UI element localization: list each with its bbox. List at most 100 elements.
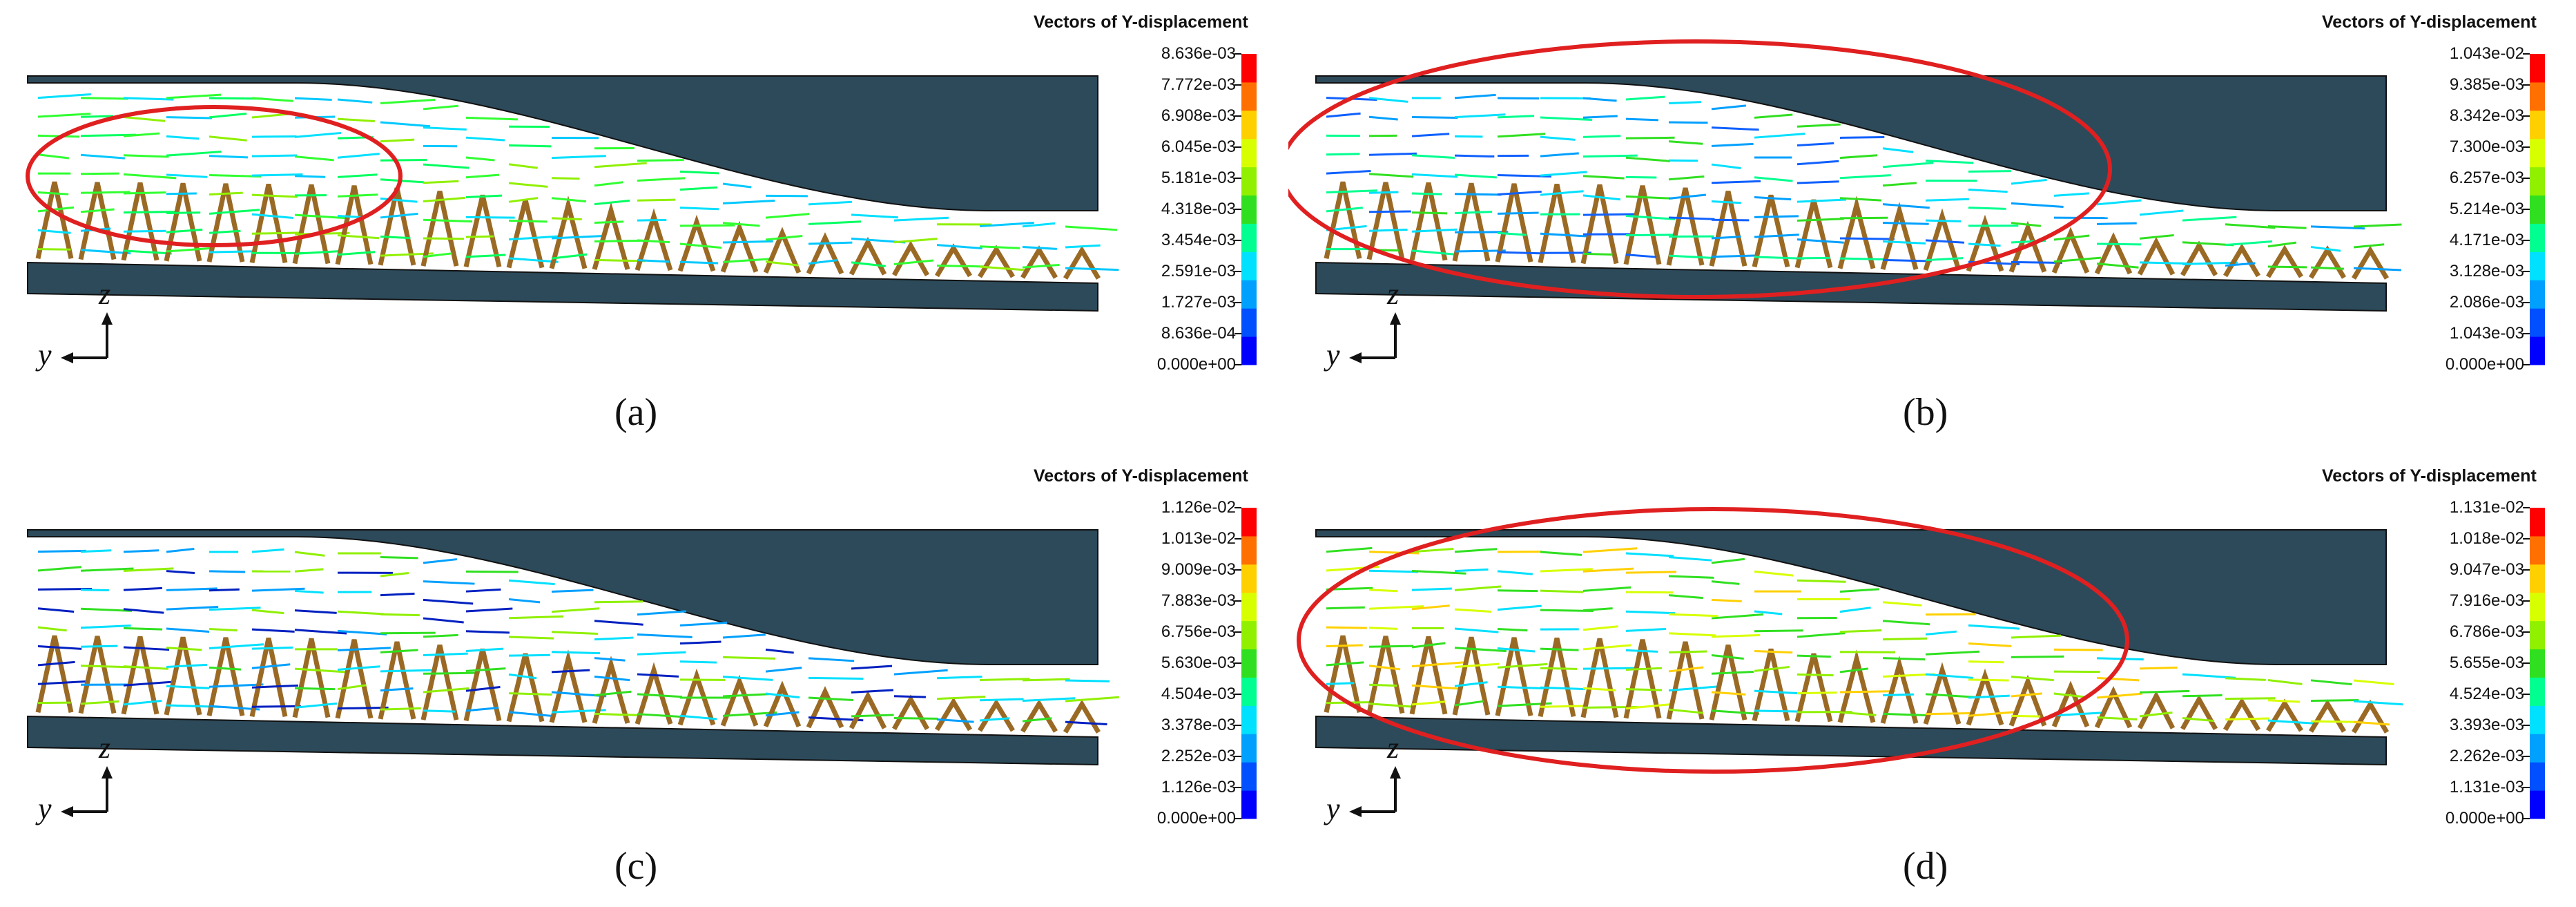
vector-arrow	[251, 213, 293, 219]
colorbar-tick-label: 1.043e-02	[2449, 44, 2524, 63]
vector-arrow	[380, 572, 409, 577]
vector-arrow	[637, 610, 687, 616]
vector-arrow	[722, 222, 760, 227]
vector-arrow	[508, 692, 552, 696]
colorbar-swatch	[1241, 280, 1257, 309]
vector-arrow	[1625, 667, 1663, 671]
vector-arrow	[2353, 679, 2394, 686]
vector-arrow	[1711, 598, 1742, 602]
vector-arrow	[251, 663, 291, 669]
vector-arrow	[465, 116, 518, 121]
colorbar-tick-label: 0.000e+00	[1156, 809, 1236, 828]
core-cell	[249, 638, 288, 718]
vector-arrow	[465, 173, 500, 179]
core-cell	[2222, 697, 2261, 732]
core-cell	[1666, 187, 1705, 266]
vector-arrow	[1497, 647, 1536, 653]
vector-arrow	[551, 607, 600, 613]
vector-arrow	[679, 260, 719, 265]
vector-arrow	[251, 113, 291, 119]
colorbar-swatch	[2530, 54, 2545, 83]
vector-arrow	[1368, 551, 1420, 555]
vector-arrow	[679, 170, 719, 175]
core-cell	[506, 653, 545, 723]
colorbar-tick-label: 6.756e-03	[1161, 622, 1236, 641]
vector-arrow	[166, 685, 210, 689]
vector-arrow	[979, 717, 1010, 722]
vector-arrow	[337, 193, 378, 198]
vector-arrow	[1454, 173, 1497, 179]
vector-arrow	[337, 610, 385, 615]
vector-arrow	[1711, 557, 1745, 564]
vector-arrow	[808, 241, 853, 245]
vector-arrow	[893, 238, 938, 244]
colorbar-swatch	[2530, 223, 2545, 252]
vector-arrow	[380, 613, 420, 617]
core-cell	[1709, 191, 1747, 267]
axis-z-label: z	[1387, 277, 1400, 311]
colorbar-swatch	[1241, 508, 1257, 537]
colorbar-swatch	[1241, 54, 1257, 83]
vector-arrow	[1368, 228, 1408, 232]
vector-arrow	[1754, 610, 1783, 615]
vector-arrow	[2353, 267, 2401, 271]
vector-arrow	[1925, 630, 1957, 636]
vector-arrow	[423, 237, 465, 240]
core-cell	[206, 637, 245, 716]
core-cell	[1666, 641, 1705, 720]
vector-arrow	[1668, 708, 1704, 714]
vector-arrow	[637, 159, 684, 162]
vector-arrow	[1582, 175, 1625, 180]
vector-arrow	[637, 633, 693, 638]
vector-arrow	[1668, 175, 1705, 181]
vector-arrow	[294, 667, 349, 674]
colorbar-tick-label: 1.131e-03	[2449, 778, 2524, 796]
vector-arrow	[37, 229, 71, 234]
vector-arrow	[1368, 173, 1414, 178]
vector-arrow	[1925, 160, 1974, 164]
vector-arrow	[1754, 689, 1806, 695]
vector-arrow	[851, 714, 894, 718]
vector-arrow	[209, 628, 238, 632]
vector-arrow	[551, 234, 606, 240]
vector-arrow	[979, 698, 1024, 702]
vector-arrow	[80, 172, 119, 175]
colorbar-swatch	[2530, 592, 2545, 622]
core-cell	[2094, 232, 2133, 275]
vector-arrow	[679, 186, 717, 191]
core-cell	[292, 638, 331, 718]
vector-arrow	[1497, 662, 1548, 669]
vector-arrow	[1625, 117, 1658, 122]
vector-arrow	[294, 131, 342, 138]
core-cell	[1495, 637, 1533, 716]
vector-arrow	[1411, 642, 1446, 649]
vector-arrow	[80, 567, 134, 572]
vector-arrow	[423, 671, 477, 675]
vector-arrow	[1368, 210, 1411, 213]
colorbar-tick-label: 0.000e+00	[1156, 355, 1236, 374]
legend-title: Vectors of Y-displacement	[2322, 12, 2537, 32]
core-cell	[592, 656, 630, 724]
core-cell	[1752, 194, 1790, 268]
core-cell	[2137, 690, 2176, 729]
vector-arrow	[166, 173, 208, 178]
vector-arrow	[2225, 677, 2266, 681]
vector-arrow	[1454, 113, 1506, 119]
vector-arrow	[2053, 648, 2103, 651]
vector-arrow	[80, 589, 109, 592]
vector-arrow	[2182, 241, 2234, 247]
vector-arrow	[1882, 222, 1929, 225]
vector-arrow	[2310, 679, 2352, 686]
vector-arrow	[979, 678, 1030, 681]
vector-arrow	[2053, 692, 2087, 698]
vector-arrow	[337, 706, 389, 710]
vector-arrow	[166, 587, 217, 591]
vector-arrow	[1582, 567, 1634, 573]
vector-arrow	[1326, 606, 1365, 610]
vector-arrow	[1326, 189, 1377, 194]
vector-arrow	[37, 660, 75, 667]
panel-caption: (b)	[1903, 391, 1948, 434]
vector-arrow	[380, 707, 421, 711]
axis-y-label: y	[38, 792, 52, 825]
vector-arrow	[423, 104, 458, 111]
